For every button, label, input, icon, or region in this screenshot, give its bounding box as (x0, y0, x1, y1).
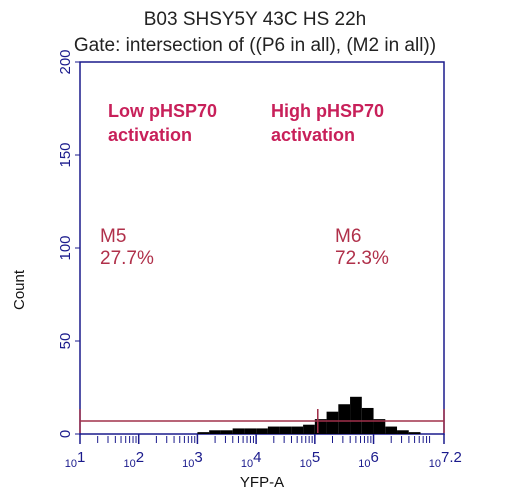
y-tick-label: 0 (57, 430, 74, 438)
x-tick-base: 10 (123, 458, 135, 470)
x-tick-base: 10 (300, 458, 312, 470)
x-tick-exponent: 2 (136, 449, 144, 466)
histogram-bar (397, 430, 409, 434)
histogram-bar (279, 426, 292, 434)
x-tick-label: 10 5 (300, 449, 321, 470)
x-tick-label: 10 4 (241, 449, 262, 470)
x-tick-base: 10 (65, 458, 77, 470)
histogram-bar (209, 430, 221, 434)
y-tick-label: 200 (57, 49, 74, 74)
histogram-bar (197, 432, 210, 434)
annotation: activation (271, 125, 355, 145)
marker-name: M5 (100, 226, 126, 247)
x-tick-exponent: 4 (253, 449, 261, 466)
x-tick-base: 10 (429, 458, 441, 470)
histogram-bar (256, 428, 268, 434)
histogram-bar (350, 396, 362, 434)
histogram-bar (303, 424, 315, 434)
x-tick-exponent: 6 (371, 449, 379, 466)
x-tick-base: 10 (358, 458, 370, 470)
x-tick-label: 10 2 (123, 449, 144, 470)
histogram-bar (232, 428, 245, 434)
histogram-bar (326, 411, 339, 434)
y-axis-label: Count (11, 269, 28, 310)
chart-title: B03 SHSY5Y 43C HS 22h (144, 9, 367, 30)
y-tick-label: 50 (57, 333, 74, 350)
marker-name: M6 (335, 226, 361, 247)
annotation: activation (108, 125, 192, 145)
histogram-bar (373, 419, 386, 434)
x-axis-label: YFP-A (240, 474, 284, 491)
x-tick-label: 10 3 (182, 449, 203, 470)
histogram-bar (267, 426, 280, 434)
annotation: High pHSP70 (271, 101, 384, 121)
x-tick-base: 10 (182, 458, 194, 470)
annotation: Low pHSP70 (108, 101, 217, 121)
x-tick-label: 10 1 (65, 449, 86, 470)
histogram-bar (408, 432, 421, 434)
y-tick-label: 150 (57, 142, 74, 167)
histogram-bar (220, 430, 233, 434)
x-tick-label: 10 6 (358, 449, 379, 470)
histogram-bar (338, 404, 351, 434)
histogram-bar (385, 426, 398, 434)
x-tick-exponent: 3 (194, 449, 202, 466)
chart-subtitle: Gate: intersection of ((P6 in all), (M2 … (74, 35, 436, 56)
x-tick-exponent: 7.2 (441, 449, 462, 466)
histogram-bar (291, 426, 304, 434)
marker-percent: 27.7% (100, 248, 154, 269)
x-tick-exponent: 1 (77, 449, 85, 466)
x-tick-base: 10 (241, 458, 253, 470)
marker-percent: 72.3% (335, 248, 389, 269)
y-tick-label: 100 (57, 235, 74, 260)
histogram-bar (314, 419, 327, 434)
x-tick-exponent: 5 (312, 449, 320, 466)
x-tick-label: 10 7.2 (429, 449, 462, 470)
histogram-bar (244, 428, 257, 434)
